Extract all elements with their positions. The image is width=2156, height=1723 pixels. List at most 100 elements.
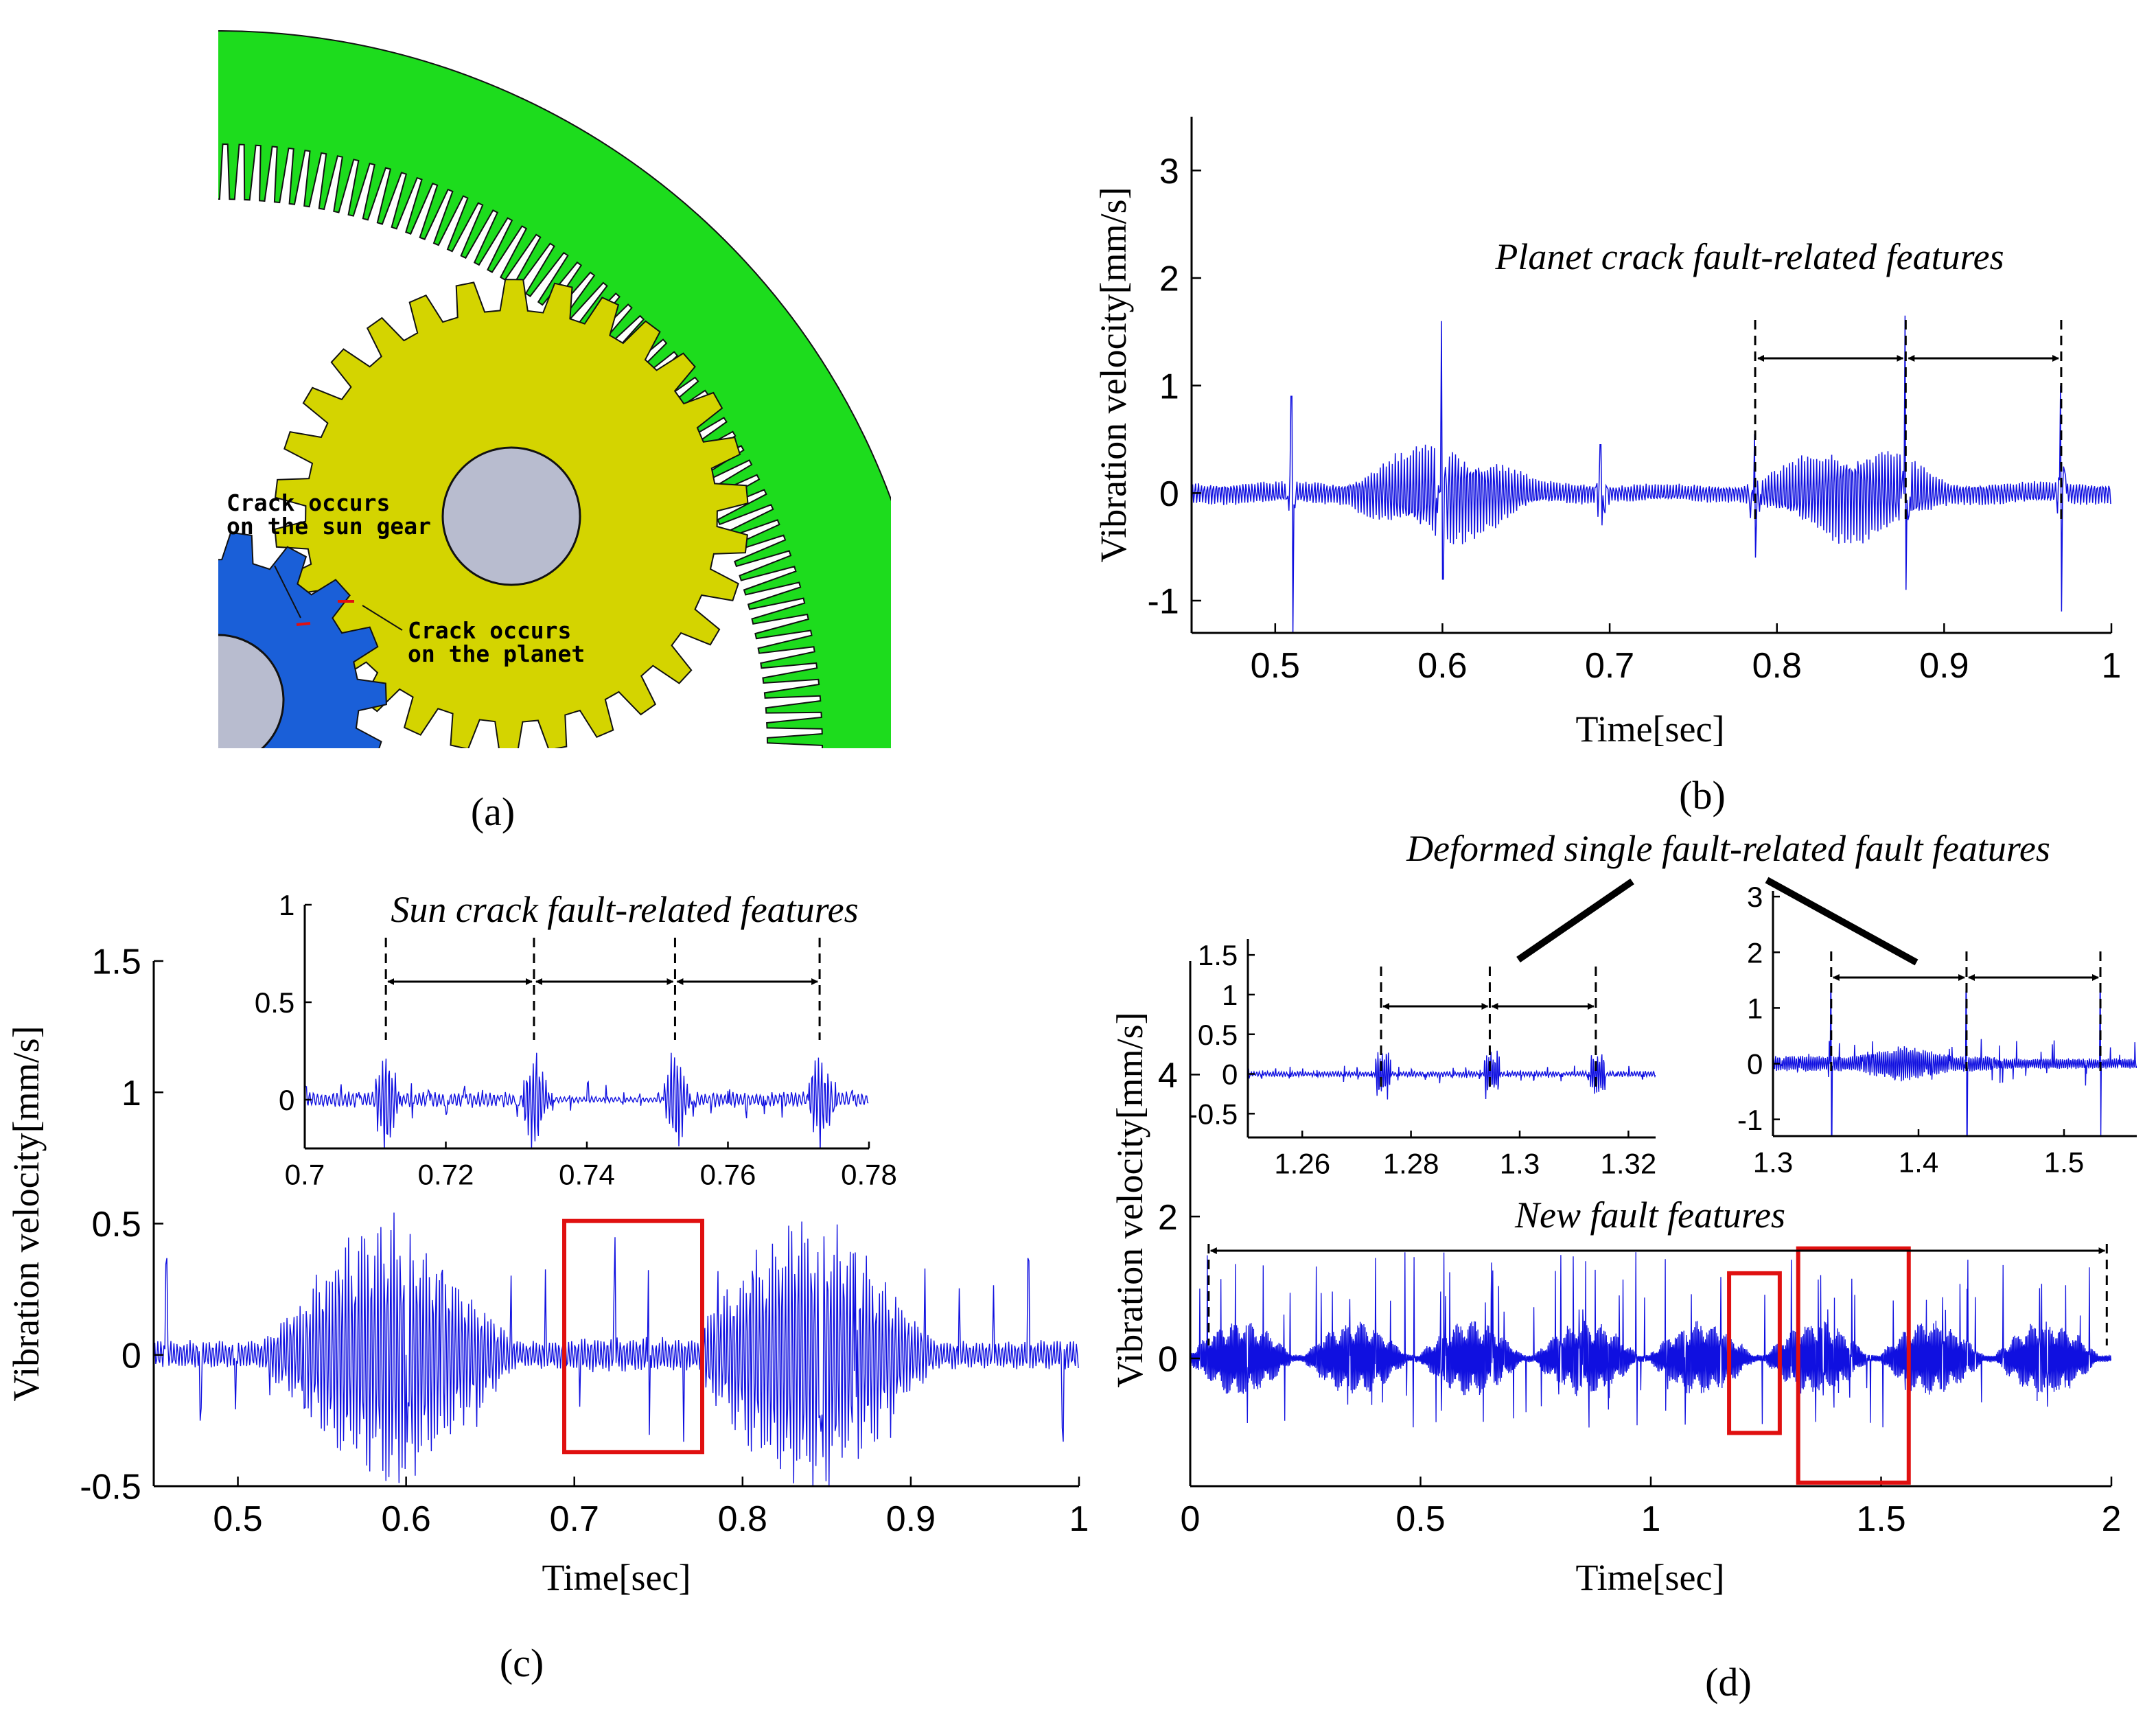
series-line (1192, 315, 2111, 633)
x-tick-label: 0.7 (550, 1499, 599, 1539)
new-fault-span (1207, 1244, 2108, 1345)
period-markers (1754, 320, 2063, 522)
y-tick-label: 0.5 (92, 1205, 141, 1245)
inset-axes: 0.7 0.72 0.74 0.76 0.78 0 0.5 1 (255, 889, 897, 1190)
x-tick-label: 0.6 (1417, 646, 1467, 686)
panel-label-a: (a) (471, 789, 515, 834)
x-tick-label: 0.7 (285, 1159, 325, 1191)
y-tick-label: -1 (1737, 1104, 1763, 1136)
pointer-line-left (1516, 878, 1634, 963)
inset-background (1737, 886, 2148, 1159)
y-tick-label: 0 (121, 1336, 141, 1376)
xlabel: Time[sec] (1576, 1557, 1725, 1598)
y-tick-label: 0.5 (255, 986, 294, 1019)
y-tick-label: 2 (1159, 259, 1179, 299)
inset-series-line (305, 1052, 869, 1148)
planet-shaft (441, 446, 581, 586)
pointer-line-right (1765, 877, 1919, 966)
xlabel: Time[sec] (542, 1557, 691, 1598)
x-tick-label: 1.4 (1899, 1146, 1938, 1179)
x-tick-label: 1.28 (1383, 1148, 1439, 1180)
inset-annotation: Sun crack fault-related features (391, 889, 858, 930)
y-tick-label: 0 (279, 1084, 294, 1116)
panel-c-chart: 0.5 0.6 0.7 0.8 0.9 1 -0.5 0 0.5 1 1.5 0.7 0.72 0.74… (5, 889, 1089, 1685)
annotation-crack-sun: Crack occurs on the sun gear (227, 489, 431, 540)
y-tick-label: 3 (1747, 881, 1763, 913)
panel-b-chart: 0.5 0.6 0.7 0.8 0.9 1 -1 0 1 2 3 Vibration velocit… (1093, 117, 2121, 818)
x-tick-label: 1.32 (1601, 1148, 1657, 1180)
annotation: Planet crack fault-related features (1494, 236, 2004, 277)
x-tick-label: 0.8 (1752, 646, 1802, 686)
x-tick-label: 0.6 (381, 1499, 430, 1539)
highlight-box (562, 1218, 704, 1455)
x-tick-label: 0 (1181, 1499, 1201, 1539)
x-tick-label: 2 (2102, 1499, 2122, 1539)
inset-background (1236, 932, 1656, 1159)
ylabel: Vibration velocity[mm/s] (1093, 187, 1134, 562)
highlight-box (1727, 1271, 1782, 1435)
y-tick-label: -0.5 (1188, 1098, 1238, 1130)
inset-chart: 0.7 0.72 0.74 0.76 0.78 0 0.5 1 Sun crack fault… (255, 889, 897, 1191)
y-tick-label: 0.5 (1198, 1019, 1238, 1051)
axes: 0 0.5 1 1.5 2 0 2 4 (1158, 961, 2122, 1539)
x-tick-label: 0.76 (700, 1159, 756, 1191)
axes: 0.5 0.6 0.7 0.8 0.9 1 -0.5 0 0.5 1 1.5 (80, 943, 1089, 1539)
x-tick-label: 1.3 (1753, 1146, 1793, 1179)
y-tick-label: 1.5 (92, 943, 141, 982)
xlabel: Time[sec] (1576, 708, 1725, 750)
period-markers (384, 938, 821, 1040)
y-tick-label: 1 (121, 1074, 141, 1113)
x-tick-label: 0.9 (886, 1499, 936, 1539)
y-tick-label: 1 (1222, 979, 1238, 1011)
x-tick-label: 1 (2102, 646, 2122, 686)
y-tick-label: 2 (1747, 936, 1763, 969)
annotation-new-fault: New fault features (1514, 1194, 1785, 1236)
y-tick-label: 3 (1159, 152, 1179, 192)
y-tick-label: 1 (1159, 367, 1179, 406)
crack-mark-sun (296, 622, 311, 626)
gear-diagram: Crack occurs on the sun gear Crack occurs… (218, 30, 891, 834)
inset-axes: 1.26 1.28 1.3 1.32 -0.5 0 0.5 1 1.5 (1188, 939, 1656, 1180)
y-tick-label: 1 (1747, 993, 1763, 1025)
inset-chart-2: 1.3 1.4 1.5 -1 0 1 2 3 (1737, 881, 2148, 1179)
axes: 0.5 0.6 0.7 0.8 0.9 1 -1 0 1 2 3 (1148, 117, 2122, 686)
y-tick-label: 2 (1158, 1198, 1178, 1238)
x-tick-label: 0.9 (1919, 646, 1969, 686)
x-tick-label: 0.72 (418, 1159, 474, 1191)
x-tick-label: 0.5 (213, 1499, 262, 1539)
x-tick-label: 0.78 (841, 1159, 897, 1191)
inset-series-line (1773, 991, 2137, 1136)
x-tick-label: 0.5 (1251, 646, 1300, 686)
x-tick-label: 0.7 (1585, 646, 1634, 686)
annotation-arrow-sun (274, 565, 301, 618)
y-tick-label: 0 (1159, 474, 1179, 514)
y-tick-label: 4 (1158, 1056, 1178, 1096)
panel-label-c: (c) (500, 1641, 544, 1685)
inset-chart-1: 1.26 1.28 1.3 1.32 -0.5 0 0.5 1 1.5 (1188, 932, 1656, 1180)
x-tick-label: 1 (1069, 1499, 1089, 1539)
panel-d-chart: 0 0.5 1 1.5 2 0 2 4 New fault features 1.26 1.28… (1109, 828, 2148, 1704)
x-tick-label: 0.5 (1395, 1499, 1445, 1539)
period-markers (1830, 951, 2102, 1071)
inset-axes: 1.3 1.4 1.5 -1 0 1 2 3 (1737, 881, 2137, 1179)
panel-label-d: (d) (1705, 1660, 1752, 1704)
series-line (1190, 1252, 2111, 1428)
panel-label-b: (b) (1679, 773, 1726, 818)
x-tick-label: 1 (1641, 1499, 1661, 1539)
annotation-arrow-planet (362, 605, 403, 631)
ylabel: Vibration velocity[mm/s] (5, 1026, 47, 1401)
x-tick-label: 1.26 (1274, 1148, 1330, 1180)
inset-series-line (1248, 1050, 1656, 1100)
x-tick-label: 1.3 (1500, 1148, 1540, 1180)
y-tick-label: 1.5 (1198, 939, 1238, 971)
y-tick-label: 1 (279, 889, 294, 921)
y-tick-label: -1 (1148, 582, 1179, 622)
x-tick-label: 1.5 (2044, 1146, 2084, 1179)
x-tick-label: 0.74 (559, 1159, 615, 1191)
y-tick-label: 0 (1747, 1048, 1763, 1080)
y-tick-label: 0 (1222, 1059, 1238, 1091)
x-tick-label: 0.8 (718, 1499, 767, 1539)
y-tick-label: 0 (1158, 1340, 1178, 1380)
series-line (154, 1212, 1079, 1486)
